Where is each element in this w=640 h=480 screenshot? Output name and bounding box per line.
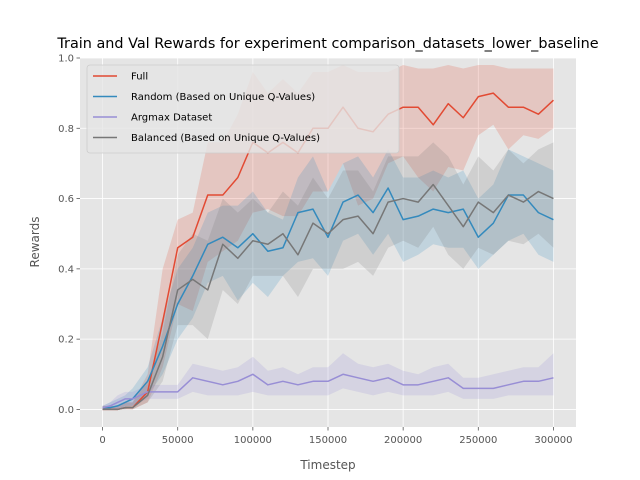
- series-line-2: [102, 373, 554, 409]
- y-tick-label: 0.2: [58, 335, 74, 346]
- series-line-3: [102, 183, 554, 411]
- legend-label-3: Balanced (Based on Unique Q-Values): [131, 133, 320, 144]
- x-tick-label: 300000: [534, 435, 572, 446]
- legend-label-1: Random (Based on Unique Q-Values): [131, 92, 315, 103]
- legend-label-2: Argmax Dataset: [131, 113, 212, 124]
- y-tick-label: 0.4: [58, 264, 74, 275]
- y-tick-label: 0.6: [58, 194, 74, 205]
- y-axis-label: Rewards: [28, 217, 42, 268]
- legend-box: [86, 64, 400, 154]
- y-axis: 0.0 0.2 0.4 0.6 0.8 1.0: [58, 54, 80, 416]
- y-tick-label: 1.0: [58, 54, 74, 65]
- x-tick-label: 150000: [309, 435, 347, 446]
- series-line-1: [102, 187, 554, 409]
- y-tick-label: 0.8: [58, 124, 74, 135]
- x-tick-label: 250000: [459, 435, 497, 446]
- x-tick-label: 200000: [384, 435, 422, 446]
- confidence-band-series-3: [102, 142, 554, 410]
- x-tick-label: 0: [99, 435, 105, 446]
- x-tick-label: 50000: [162, 435, 194, 446]
- x-axis-label: Timestep: [299, 458, 355, 472]
- legend: Full Random (Based on Unique Q-Values) Arg…: [86, 64, 400, 154]
- x-axis: 0 50000 100000 150000 200000 250000 300000: [99, 427, 573, 446]
- x-tick-label: 100000: [234, 435, 272, 446]
- chart-title: Train and Val Rewards for experiment com…: [56, 36, 598, 52]
- confidence-band-series-1: [102, 149, 554, 410]
- legend-label-0: Full: [131, 72, 148, 83]
- y-tick-label: 0.0: [58, 405, 74, 416]
